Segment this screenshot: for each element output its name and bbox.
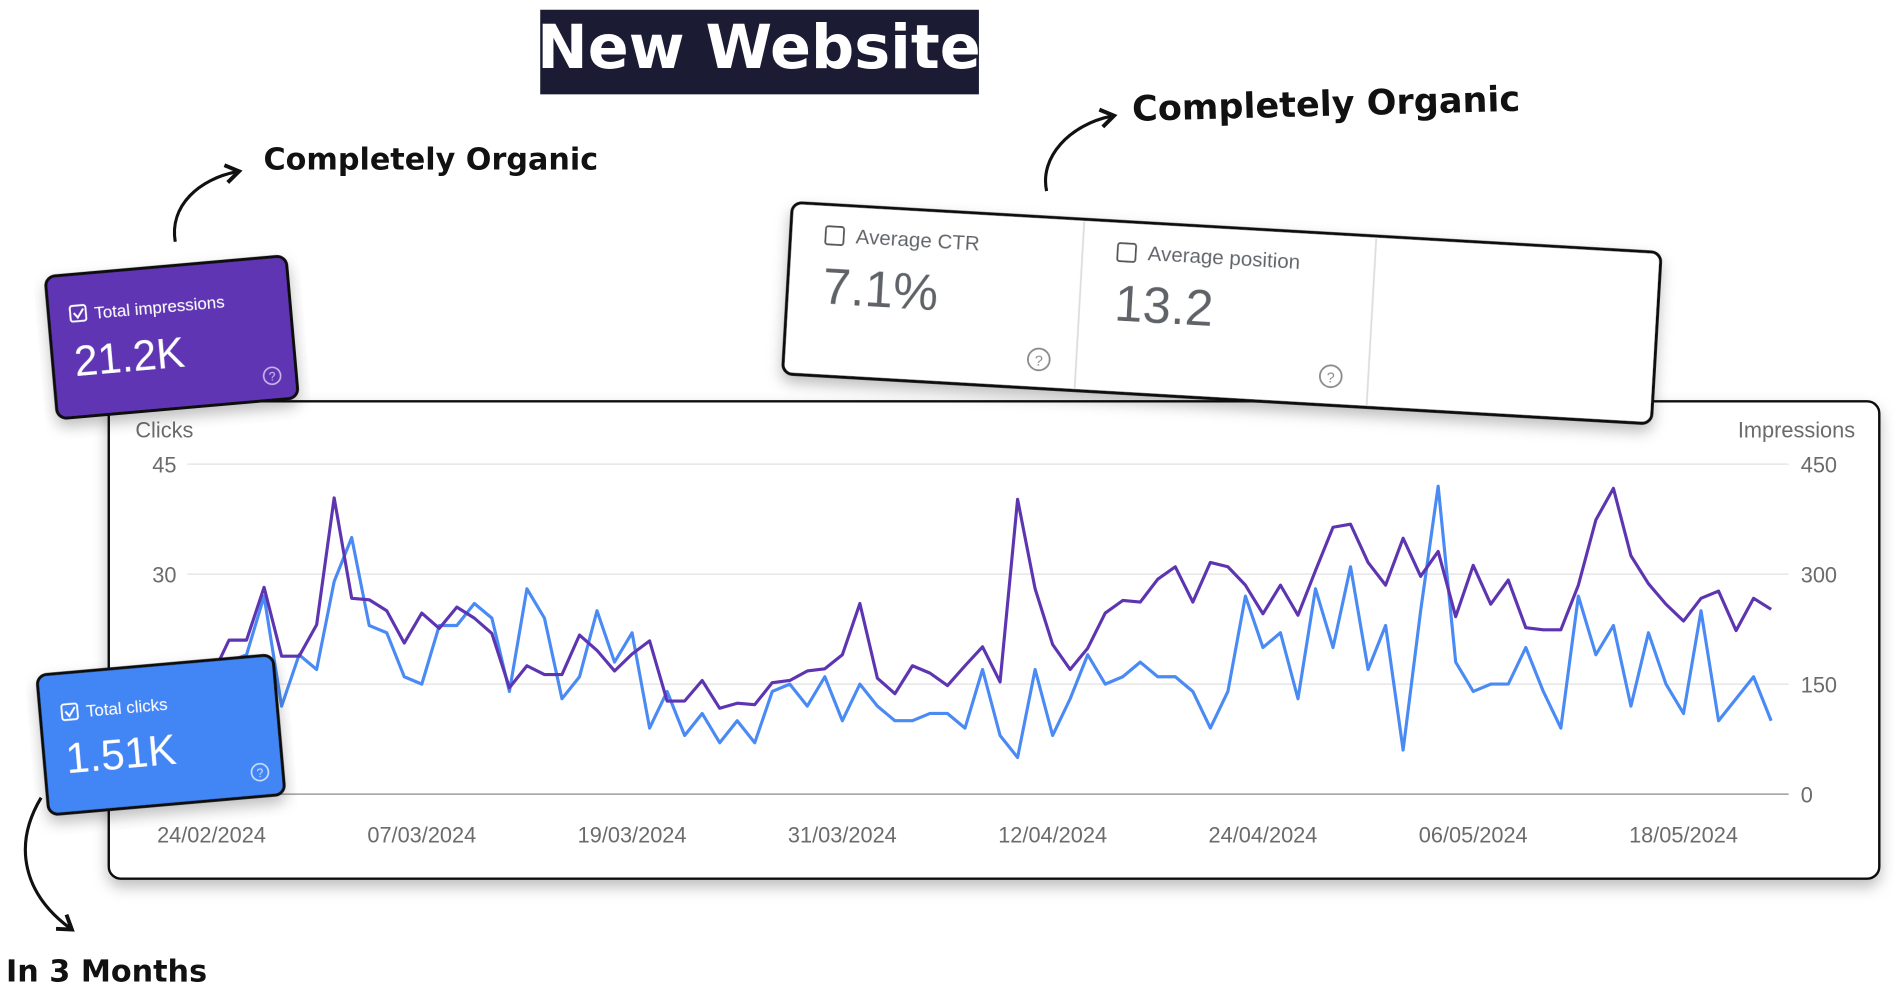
x-tick-label: 07/03/2024 (367, 822, 476, 847)
arrow (1043, 107, 1118, 192)
svg-text:?: ? (1326, 370, 1335, 386)
y2-tick-label: 450 (1801, 453, 1837, 478)
y2-tick-label: 0 (1801, 783, 1813, 808)
y2-tick-label: 150 (1801, 673, 1837, 698)
x-tick-label: 12/04/2024 (998, 822, 1107, 847)
card-value: 21.2K (72, 329, 186, 385)
metric-value: 13.2 (1113, 274, 1215, 337)
data-line (210, 484, 1773, 760)
data-line (210, 486, 1772, 710)
chart-panel (107, 400, 1881, 880)
x-tick-label: 24/04/2024 (1209, 822, 1318, 847)
y-axis-label: Clicks (135, 418, 193, 443)
x-tick-label: 18/05/2024 (1629, 822, 1738, 847)
metric-value: 7.1% (821, 257, 940, 321)
svg-text:?: ? (268, 369, 276, 384)
y-tick-label: 45 (152, 453, 176, 478)
annotation: In 3 Months (6, 954, 207, 989)
x-tick-label: 31/03/2024 (788, 822, 897, 847)
y2-tick-label: 300 (1801, 563, 1837, 588)
svg-text:?: ? (1034, 353, 1043, 369)
headline: New Website (537, 13, 981, 83)
y2-axis-label: Impressions (1738, 418, 1855, 443)
x-tick-label: 19/03/2024 (578, 822, 687, 847)
impressions-card: Total impressions 21.2K ? (44, 254, 300, 420)
headline-box (540, 9, 979, 95)
arrow (172, 163, 243, 243)
arrow (23, 796, 75, 932)
plot: Clicks Impressions 0153045015030045024/0… (135, 418, 1855, 848)
y-tick-label: 30 (152, 563, 176, 588)
annotation: Completely Organic (263, 142, 598, 177)
annotation: Completely Organic (1132, 79, 1521, 130)
card-value: 1.51K (64, 726, 178, 782)
x-tick-label: 06/05/2024 (1419, 822, 1528, 847)
svg-text:?: ? (256, 766, 264, 781)
clicks-card: Total clicks 1.51K ? (36, 653, 286, 816)
metrics-card: Average CTR 7.1% ? Average position 13.2… (781, 201, 1663, 425)
x-tick-label: 24/02/2024 (157, 822, 266, 847)
